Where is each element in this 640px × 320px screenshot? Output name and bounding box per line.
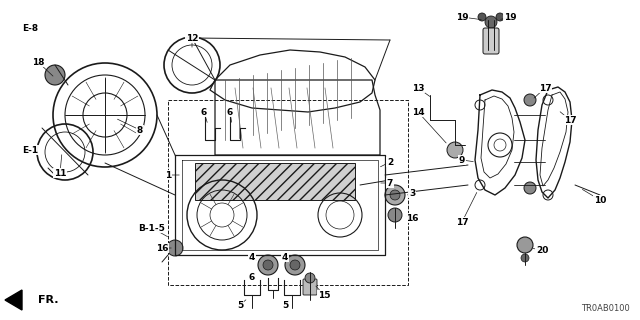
FancyBboxPatch shape — [483, 28, 499, 54]
Circle shape — [45, 65, 65, 85]
Circle shape — [496, 13, 504, 21]
Circle shape — [258, 255, 278, 275]
Text: 15: 15 — [317, 291, 330, 300]
Text: 17: 17 — [456, 218, 468, 227]
Text: 17: 17 — [564, 116, 576, 124]
Circle shape — [524, 94, 536, 106]
Text: 3: 3 — [409, 188, 415, 197]
Text: 1: 1 — [165, 171, 171, 180]
Text: 9: 9 — [459, 156, 465, 164]
Text: 16: 16 — [406, 213, 419, 222]
Text: B-1-5: B-1-5 — [139, 223, 165, 233]
Circle shape — [447, 142, 463, 158]
Text: 12: 12 — [186, 34, 198, 43]
Bar — [168, 100, 408, 285]
Circle shape — [388, 208, 402, 222]
FancyBboxPatch shape — [303, 279, 317, 295]
Polygon shape — [195, 163, 355, 200]
Circle shape — [385, 185, 405, 205]
Text: 8: 8 — [137, 125, 143, 134]
Text: 17: 17 — [539, 84, 551, 92]
Text: 6: 6 — [201, 108, 207, 116]
Circle shape — [521, 254, 529, 262]
Text: 20: 20 — [536, 245, 548, 254]
Circle shape — [167, 240, 183, 256]
Text: 16: 16 — [156, 244, 168, 252]
Circle shape — [524, 182, 536, 194]
Text: FR.: FR. — [38, 295, 58, 305]
Text: 6: 6 — [227, 108, 233, 116]
Circle shape — [517, 237, 533, 253]
Text: 7: 7 — [387, 179, 393, 188]
Circle shape — [305, 273, 315, 283]
Text: 11: 11 — [54, 169, 67, 178]
Text: 5: 5 — [237, 300, 243, 309]
Circle shape — [485, 16, 497, 28]
Text: 6: 6 — [249, 273, 255, 282]
Circle shape — [290, 260, 300, 270]
Text: 19: 19 — [456, 12, 468, 21]
Polygon shape — [5, 290, 22, 310]
Text: E-8: E-8 — [22, 23, 38, 33]
Text: E-1: E-1 — [22, 146, 38, 155]
Text: 18: 18 — [32, 58, 44, 67]
Circle shape — [285, 255, 305, 275]
Text: 4: 4 — [249, 252, 255, 261]
Text: 2: 2 — [387, 157, 393, 166]
Circle shape — [478, 13, 486, 21]
Text: 4: 4 — [282, 252, 288, 261]
Circle shape — [263, 260, 273, 270]
Text: 10: 10 — [594, 196, 606, 204]
Text: 14: 14 — [412, 108, 424, 116]
Text: TR0AB0100: TR0AB0100 — [581, 304, 630, 313]
Text: 13: 13 — [412, 84, 424, 92]
Text: 5: 5 — [282, 300, 288, 309]
Circle shape — [390, 190, 400, 200]
Text: 19: 19 — [504, 12, 516, 21]
